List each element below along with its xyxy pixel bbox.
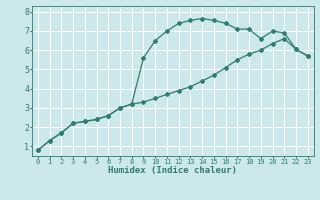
X-axis label: Humidex (Indice chaleur): Humidex (Indice chaleur) <box>108 166 237 175</box>
